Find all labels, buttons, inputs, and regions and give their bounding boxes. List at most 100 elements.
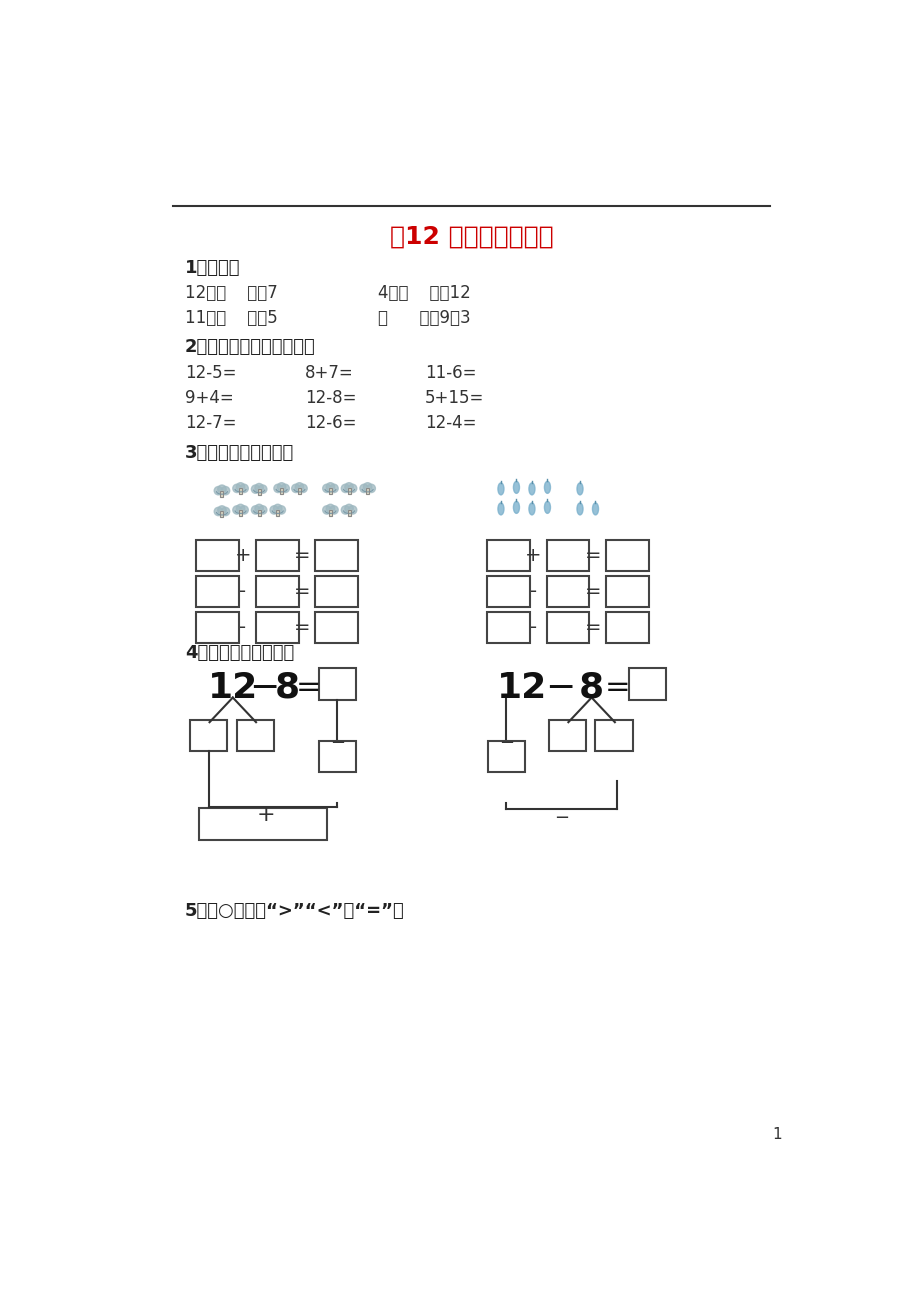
Ellipse shape <box>544 482 550 493</box>
Circle shape <box>258 484 267 493</box>
Circle shape <box>348 505 357 514</box>
Ellipse shape <box>513 501 519 513</box>
Bar <box>314 540 357 570</box>
Text: 8: 8 <box>274 671 300 704</box>
Bar <box>276 510 279 516</box>
Circle shape <box>277 505 285 514</box>
Bar <box>298 488 301 495</box>
Text: 2、写出下列算式的得数。: 2、写出下列算式的得数。 <box>185 339 315 357</box>
Bar <box>347 510 350 516</box>
Bar <box>257 490 260 495</box>
Bar <box>239 510 242 516</box>
Text: 12: 12 <box>496 671 547 704</box>
Text: 8: 8 <box>578 671 604 704</box>
Bar <box>279 488 283 495</box>
Text: =: = <box>604 673 630 702</box>
Circle shape <box>363 483 371 491</box>
Text: −: − <box>553 810 569 828</box>
Bar <box>546 612 589 643</box>
Ellipse shape <box>528 483 534 495</box>
Bar <box>221 512 223 517</box>
Text: 8+7=: 8+7= <box>304 365 353 383</box>
Text: +: + <box>234 546 251 565</box>
Ellipse shape <box>497 483 504 495</box>
Circle shape <box>367 484 375 492</box>
Text: =: = <box>294 582 311 600</box>
Bar <box>196 612 239 643</box>
Circle shape <box>323 505 331 514</box>
Text: =: = <box>296 673 322 702</box>
Text: =: = <box>294 618 311 637</box>
Circle shape <box>323 484 331 492</box>
Circle shape <box>233 505 241 514</box>
Bar <box>221 491 223 496</box>
Circle shape <box>326 483 335 491</box>
Text: =: = <box>584 618 601 637</box>
Text: 12-4=: 12-4= <box>425 414 476 432</box>
Circle shape <box>251 505 259 514</box>
Text: 9+4=: 9+4= <box>185 389 233 408</box>
Circle shape <box>240 484 248 492</box>
Ellipse shape <box>544 501 550 513</box>
Bar <box>279 488 283 495</box>
Text: 5+15=: 5+15= <box>425 389 483 408</box>
Text: 4、想一想，填一填。: 4、想一想，填一填。 <box>185 644 294 661</box>
Text: 〈12 减几」基础习题: 〈12 减几」基础习题 <box>390 225 552 249</box>
Circle shape <box>221 487 230 495</box>
Bar <box>199 807 326 840</box>
Bar <box>257 490 260 495</box>
Bar <box>221 512 223 517</box>
Bar <box>329 488 332 495</box>
Text: 12-7=: 12-7= <box>185 414 236 432</box>
Bar <box>347 510 350 516</box>
Circle shape <box>295 483 303 491</box>
Ellipse shape <box>513 482 519 493</box>
Bar <box>606 575 648 607</box>
Bar <box>329 510 332 516</box>
Text: 5、在○里填上“>”“<”或“=”。: 5、在○里填上“>”“<”或“=”。 <box>185 902 404 919</box>
Text: 1、填空。: 1、填空。 <box>185 259 240 277</box>
Circle shape <box>236 483 244 491</box>
Bar <box>255 575 299 607</box>
Circle shape <box>280 484 289 492</box>
Bar <box>546 575 589 607</box>
Bar <box>319 741 356 772</box>
Bar <box>221 491 223 496</box>
Bar <box>236 720 274 751</box>
Text: 12: 12 <box>208 671 257 704</box>
Bar <box>347 488 350 495</box>
Text: −: − <box>545 671 575 704</box>
Bar <box>546 540 589 570</box>
Bar <box>329 488 332 495</box>
Bar <box>239 510 242 516</box>
Bar <box>257 510 260 516</box>
Circle shape <box>240 505 248 514</box>
Circle shape <box>345 504 353 513</box>
Circle shape <box>269 505 278 514</box>
Bar <box>486 575 529 607</box>
Circle shape <box>218 505 226 514</box>
Bar <box>347 488 350 495</box>
Circle shape <box>214 487 222 495</box>
Bar <box>486 540 529 570</box>
Circle shape <box>233 484 241 492</box>
Circle shape <box>255 483 263 492</box>
Text: +: + <box>525 546 541 565</box>
Circle shape <box>341 484 349 492</box>
Bar <box>487 741 525 772</box>
Text: -: - <box>239 582 246 600</box>
Bar <box>314 575 357 607</box>
Ellipse shape <box>576 483 583 495</box>
Bar <box>606 612 648 643</box>
Bar <box>196 575 239 607</box>
Bar <box>549 720 585 751</box>
Text: =: = <box>584 546 601 565</box>
Text: =: = <box>584 582 601 600</box>
Text: 4＋（    ）］12: 4＋（ ）］12 <box>378 284 471 302</box>
Bar <box>255 612 299 643</box>
Bar <box>190 720 227 751</box>
Bar <box>486 612 529 643</box>
Bar <box>595 720 632 751</box>
Bar <box>606 540 648 570</box>
Circle shape <box>278 483 286 491</box>
